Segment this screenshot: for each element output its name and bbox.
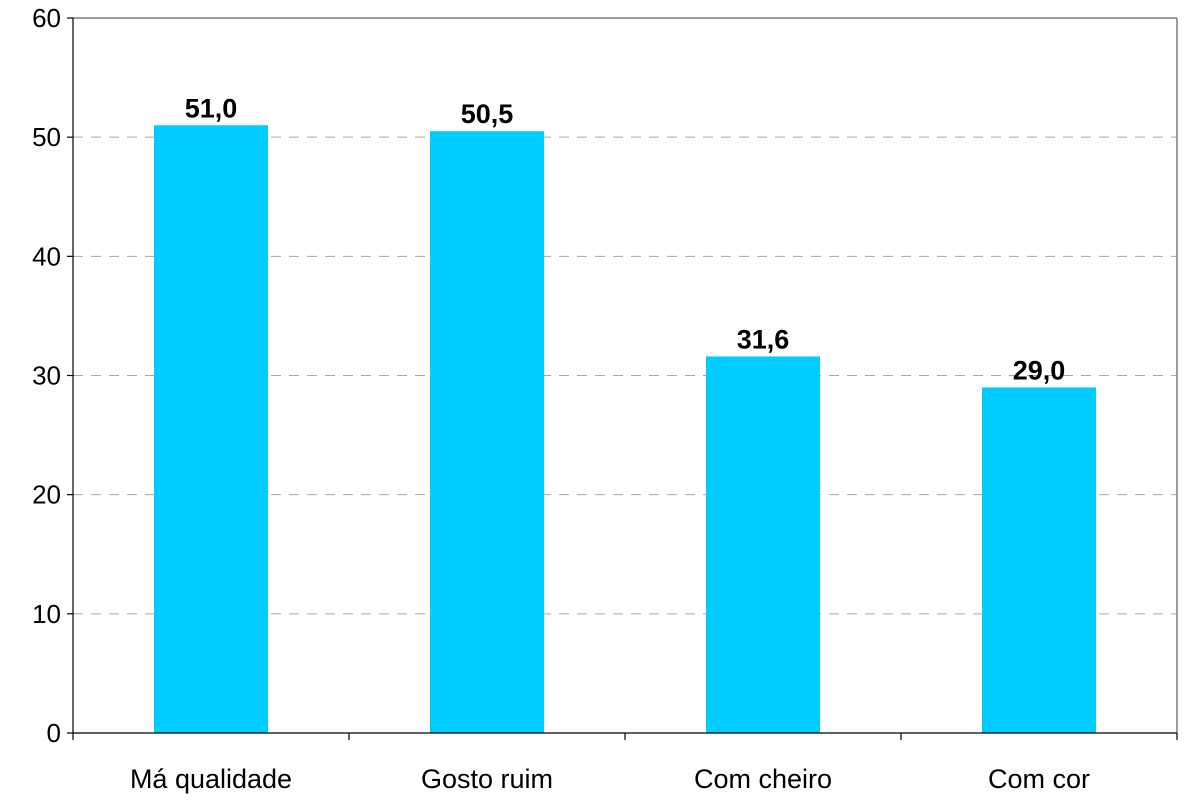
x-axis-ticks: Má qualidade Gosto ruim Com cheiro Com cor	[73, 733, 1177, 794]
y-tick-label-40: 40	[32, 241, 61, 271]
data-label-4: 29,0	[1013, 355, 1066, 385]
x-category-label-2: Gosto ruim	[421, 764, 553, 794]
bar-4	[982, 387, 1096, 733]
bar-2	[430, 131, 544, 733]
y-tick-label-20: 20	[32, 480, 61, 510]
y-tick-label-50: 50	[32, 122, 61, 152]
data-label-2: 50,5	[461, 99, 514, 129]
y-tick-label-30: 30	[32, 361, 61, 391]
y-tick-label-10: 10	[32, 599, 61, 629]
x-category-label-4: Com cor	[988, 764, 1090, 794]
y-axis-ticks: 0 10 20 30 40 50 60	[32, 3, 73, 748]
x-category-label-3: Com cheiro	[694, 764, 832, 794]
x-category-label-1: Má qualidade	[130, 764, 292, 794]
bars	[154, 125, 1096, 733]
bar-3	[706, 356, 820, 733]
bar-1	[154, 125, 268, 733]
data-label-1: 51,0	[185, 93, 238, 123]
y-tick-label-0: 0	[47, 718, 61, 748]
y-tick-label-60: 60	[32, 3, 61, 33]
data-label-3: 31,6	[737, 324, 790, 354]
